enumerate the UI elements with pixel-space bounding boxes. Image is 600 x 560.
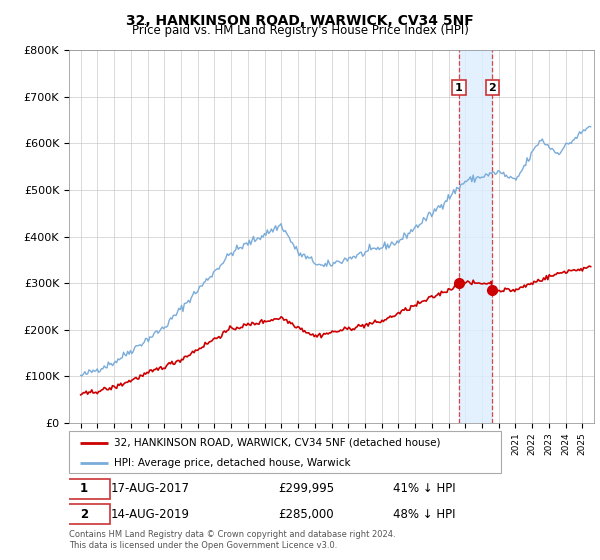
Text: 17-AUG-2017: 17-AUG-2017 bbox=[111, 482, 190, 496]
Text: 2: 2 bbox=[488, 83, 496, 92]
FancyBboxPatch shape bbox=[59, 479, 110, 499]
Text: £299,995: £299,995 bbox=[278, 482, 334, 496]
Text: 41% ↓ HPI: 41% ↓ HPI bbox=[392, 482, 455, 496]
FancyBboxPatch shape bbox=[59, 504, 110, 524]
Text: Contains HM Land Registry data © Crown copyright and database right 2024.
This d: Contains HM Land Registry data © Crown c… bbox=[69, 530, 395, 550]
Text: 2: 2 bbox=[80, 507, 88, 521]
Text: 48% ↓ HPI: 48% ↓ HPI bbox=[392, 507, 455, 521]
Text: 1: 1 bbox=[80, 482, 88, 496]
Text: 32, HANKINSON ROAD, WARWICK, CV34 5NF: 32, HANKINSON ROAD, WARWICK, CV34 5NF bbox=[126, 14, 474, 28]
Text: HPI: Average price, detached house, Warwick: HPI: Average price, detached house, Warw… bbox=[115, 458, 351, 468]
Text: 1: 1 bbox=[455, 83, 463, 92]
Text: £285,000: £285,000 bbox=[278, 507, 334, 521]
Text: 32, HANKINSON ROAD, WARWICK, CV34 5NF (detached house): 32, HANKINSON ROAD, WARWICK, CV34 5NF (d… bbox=[115, 438, 441, 448]
Text: 14-AUG-2019: 14-AUG-2019 bbox=[111, 507, 190, 521]
Bar bbox=[459, 50, 493, 423]
FancyBboxPatch shape bbox=[69, 431, 501, 473]
Text: Price paid vs. HM Land Registry's House Price Index (HPI): Price paid vs. HM Land Registry's House … bbox=[131, 24, 469, 37]
